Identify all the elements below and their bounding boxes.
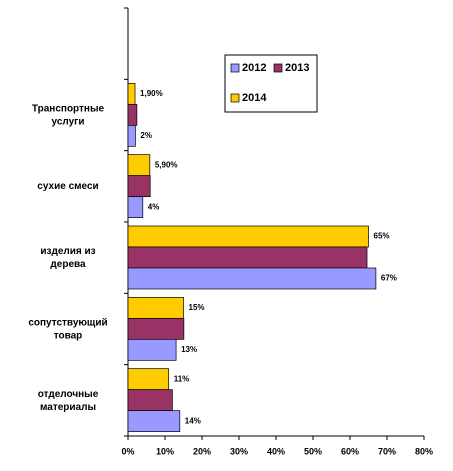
bar [127,103,138,126]
y-tick-label: отделочные материалы [38,388,99,412]
x-tick-label: 0% [121,446,134,456]
x-tick-label: 70% [378,446,396,456]
x-tick-label: 40% [267,446,285,456]
y-tick-label: Транспортные услуги [32,103,105,127]
bar [127,317,185,340]
bar [127,82,136,105]
bar [127,225,369,248]
bar [127,296,184,319]
legend-swatch [230,93,240,103]
legend-label: 2014 [242,92,267,104]
x-tick-label: 60% [341,446,359,456]
legend-swatch [273,63,283,73]
x-tick-label: 80% [415,446,433,456]
bar [127,410,181,433]
bar [127,389,173,412]
bar [127,368,170,391]
bar [127,124,136,147]
bar [127,154,151,177]
legend-label: 2012 [242,62,266,74]
value-label: 14% [185,416,201,425]
value-label: 4% [148,202,160,211]
value-label: 1,90% [140,89,163,98]
legend-swatch [230,63,240,73]
value-label: 13% [181,345,197,354]
x-tick-label: 30% [230,446,248,456]
value-label: 65% [374,232,390,241]
bar [127,246,368,269]
y-tick-label: сопутствующий товар [28,317,107,341]
value-label: 2% [140,131,152,140]
legend-box [224,54,318,113]
value-label: 15% [189,303,205,312]
value-label: 67% [381,274,397,283]
bar [127,175,151,198]
x-tick-label: 50% [304,446,322,456]
y-tick-label: изделия из дерева [40,246,95,270]
value-label: 11% [174,374,190,383]
bar [127,267,377,290]
value-label: 5,90% [155,160,178,169]
bar [127,196,144,219]
bar [127,338,177,361]
legend-label: 2013 [285,62,309,74]
x-tick-label: 10% [156,446,174,456]
x-tick-label: 20% [193,446,211,456]
y-tick-label: сухие смеси [37,181,98,192]
